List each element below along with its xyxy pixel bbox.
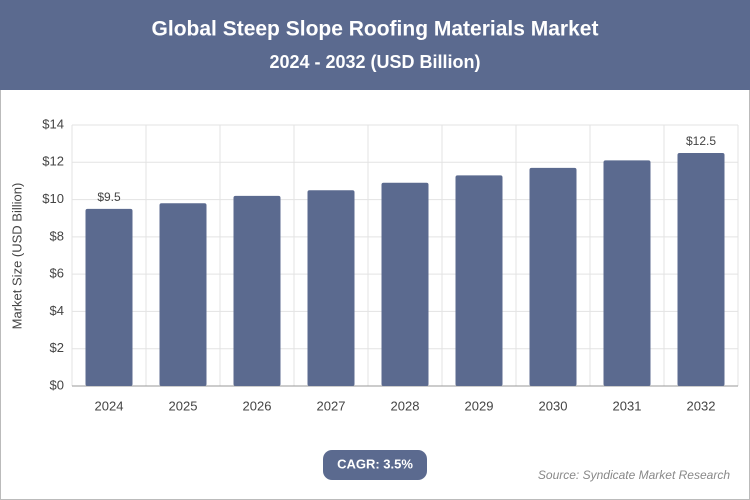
chart-subtitle: 2024 - 2032 (USD Billion)	[269, 52, 480, 72]
cagr-badge	[323, 450, 427, 480]
bar	[85, 208, 133, 386]
bar	[603, 160, 651, 386]
bar	[159, 203, 207, 386]
bar	[381, 182, 429, 386]
source-note: Source: Syndicate Market Research	[538, 468, 730, 482]
bar	[455, 175, 503, 386]
value-label: $9.5	[97, 190, 121, 204]
bar	[677, 152, 725, 386]
x-tick-label: 2026	[243, 398, 272, 413]
x-tick-label: 2029	[465, 398, 494, 413]
y-tick-label: $10	[42, 191, 64, 206]
x-tick-label: 2031	[613, 398, 642, 413]
header-band	[0, 0, 750, 90]
y-tick-label: $14	[42, 116, 64, 131]
value-label: $12.5	[686, 134, 716, 148]
x-tick-label: 2027	[317, 398, 346, 413]
y-tick-label: $12	[42, 154, 64, 169]
y-tick-label: $8	[50, 228, 64, 243]
x-tick-label: 2032	[687, 398, 716, 413]
cagr-label: CAGR: 3.5%	[337, 456, 413, 471]
y-tick-label: $0	[50, 377, 64, 392]
bar	[307, 190, 355, 386]
chart-title: Global Steep Slope Roofing Materials Mar…	[152, 18, 599, 41]
x-tick-label: 2025	[169, 398, 198, 413]
x-tick-label: 2028	[391, 398, 420, 413]
y-tick-label: $4	[50, 303, 64, 318]
x-tick-label: 2024	[95, 398, 124, 413]
y-tick-label: $2	[50, 340, 64, 355]
y-axis-label: Market Size (USD Billion)	[9, 183, 24, 330]
bar	[233, 195, 281, 386]
x-tick-label: 2030	[539, 398, 568, 413]
y-tick-label: $6	[50, 266, 64, 281]
bar	[529, 167, 577, 386]
